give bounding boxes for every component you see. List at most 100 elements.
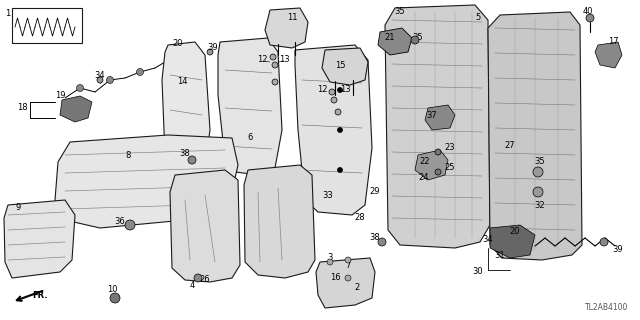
Circle shape — [207, 49, 213, 55]
Polygon shape — [425, 105, 455, 130]
Circle shape — [77, 84, 83, 92]
Text: 13: 13 — [340, 85, 350, 94]
Text: TL2AB4100: TL2AB4100 — [584, 303, 628, 312]
Text: 34: 34 — [95, 70, 106, 79]
Text: 36: 36 — [115, 218, 125, 227]
Circle shape — [378, 238, 386, 246]
Polygon shape — [322, 48, 368, 85]
Circle shape — [533, 187, 543, 197]
Polygon shape — [295, 45, 372, 215]
Polygon shape — [4, 200, 75, 278]
Text: 37: 37 — [427, 110, 437, 119]
Text: 39: 39 — [612, 245, 623, 254]
Text: 39: 39 — [208, 43, 218, 52]
Text: 20: 20 — [509, 228, 520, 236]
Circle shape — [345, 257, 351, 263]
Text: 16: 16 — [330, 274, 340, 283]
Text: 38: 38 — [180, 149, 190, 158]
Text: 35: 35 — [534, 157, 545, 166]
Circle shape — [345, 275, 351, 281]
Text: 8: 8 — [125, 150, 131, 159]
Circle shape — [533, 167, 543, 177]
Polygon shape — [170, 170, 240, 282]
Text: 35: 35 — [413, 34, 423, 43]
Text: 26: 26 — [200, 276, 211, 284]
Circle shape — [335, 109, 341, 115]
Text: 22: 22 — [420, 157, 430, 166]
Text: 31: 31 — [495, 251, 506, 260]
Text: 5: 5 — [476, 13, 481, 22]
Circle shape — [435, 149, 441, 155]
Polygon shape — [165, 48, 188, 65]
Text: 38: 38 — [370, 234, 380, 243]
Text: 29: 29 — [370, 188, 380, 196]
Text: 18: 18 — [17, 103, 28, 113]
Circle shape — [337, 167, 342, 172]
Polygon shape — [162, 42, 210, 172]
Polygon shape — [60, 96, 92, 122]
Circle shape — [586, 14, 594, 22]
Text: 3: 3 — [327, 253, 333, 262]
Text: 11: 11 — [287, 13, 297, 22]
Circle shape — [194, 274, 202, 282]
Polygon shape — [244, 165, 315, 278]
Text: 12: 12 — [257, 55, 268, 65]
Circle shape — [110, 293, 120, 303]
Text: 1: 1 — [4, 10, 10, 19]
Text: 28: 28 — [355, 213, 365, 222]
Polygon shape — [488, 12, 582, 260]
Text: 33: 33 — [323, 190, 333, 199]
Text: 9: 9 — [15, 204, 20, 212]
Circle shape — [125, 220, 135, 230]
Text: 6: 6 — [247, 133, 253, 142]
Text: 32: 32 — [534, 201, 545, 210]
Text: 21: 21 — [385, 34, 396, 43]
Text: 17: 17 — [608, 37, 618, 46]
Text: 23: 23 — [445, 143, 455, 153]
Text: 34: 34 — [483, 236, 493, 244]
Text: 12: 12 — [317, 85, 327, 94]
Text: 40: 40 — [583, 7, 593, 17]
Polygon shape — [218, 38, 282, 175]
Circle shape — [106, 76, 113, 84]
Circle shape — [272, 62, 278, 68]
Text: 35: 35 — [395, 7, 405, 17]
Polygon shape — [595, 42, 622, 68]
Ellipse shape — [423, 121, 451, 175]
Circle shape — [331, 97, 337, 103]
Polygon shape — [55, 135, 238, 228]
Polygon shape — [316, 258, 375, 308]
Text: 20: 20 — [173, 38, 183, 47]
Circle shape — [329, 89, 335, 95]
Circle shape — [435, 169, 441, 175]
Text: FR.: FR. — [32, 292, 48, 300]
Bar — [12, 8, 82, 43]
Polygon shape — [415, 150, 448, 180]
Circle shape — [411, 36, 419, 44]
Text: 30: 30 — [473, 268, 483, 276]
Text: 10: 10 — [107, 285, 117, 294]
Polygon shape — [490, 225, 535, 258]
Text: 27: 27 — [505, 140, 515, 149]
Circle shape — [327, 259, 333, 265]
Text: 15: 15 — [335, 60, 345, 69]
Ellipse shape — [520, 119, 548, 171]
Circle shape — [188, 156, 196, 164]
Circle shape — [337, 127, 342, 132]
Text: 14: 14 — [177, 77, 188, 86]
Text: 13: 13 — [278, 55, 289, 65]
Circle shape — [136, 68, 143, 76]
Text: 19: 19 — [55, 91, 65, 100]
Polygon shape — [265, 8, 308, 48]
Text: 7: 7 — [346, 260, 351, 269]
Polygon shape — [378, 28, 412, 55]
Text: 2: 2 — [355, 284, 360, 292]
Text: 24: 24 — [419, 173, 429, 182]
Circle shape — [337, 87, 342, 92]
Polygon shape — [385, 5, 490, 248]
Circle shape — [600, 238, 608, 246]
Circle shape — [272, 79, 278, 85]
Circle shape — [270, 54, 276, 60]
Text: 25: 25 — [445, 164, 455, 172]
Text: 4: 4 — [189, 281, 195, 290]
